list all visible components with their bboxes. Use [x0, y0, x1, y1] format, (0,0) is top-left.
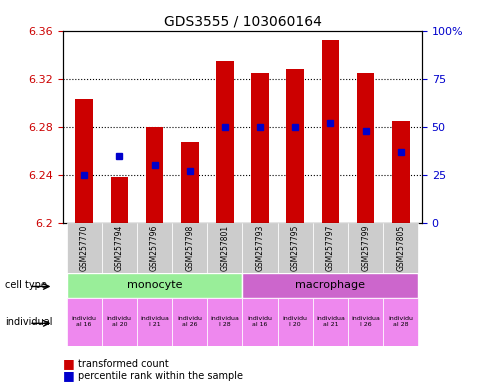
- Bar: [216, 61, 233, 223]
- FancyBboxPatch shape: [348, 223, 382, 273]
- FancyBboxPatch shape: [102, 223, 136, 273]
- Bar: [145, 127, 163, 223]
- FancyBboxPatch shape: [207, 223, 242, 273]
- FancyBboxPatch shape: [66, 298, 102, 346]
- Text: cell type: cell type: [5, 280, 46, 290]
- FancyBboxPatch shape: [66, 223, 102, 273]
- Text: GSM257797: GSM257797: [325, 225, 334, 271]
- FancyBboxPatch shape: [172, 298, 207, 346]
- Text: individua
al 21: individua al 21: [316, 316, 344, 327]
- Text: GSM257798: GSM257798: [185, 225, 194, 271]
- Text: macrophage: macrophage: [295, 280, 365, 290]
- Text: ■: ■: [63, 369, 75, 382]
- Text: GSM257794: GSM257794: [115, 225, 123, 271]
- Text: GSM257770: GSM257770: [79, 225, 89, 271]
- Text: GSM257801: GSM257801: [220, 225, 229, 271]
- FancyBboxPatch shape: [382, 298, 418, 346]
- Text: individu
al 16: individu al 16: [247, 316, 272, 327]
- FancyBboxPatch shape: [172, 223, 207, 273]
- FancyBboxPatch shape: [312, 223, 348, 273]
- FancyBboxPatch shape: [348, 298, 382, 346]
- FancyBboxPatch shape: [382, 223, 418, 273]
- FancyBboxPatch shape: [242, 223, 277, 273]
- Text: individua
l 21: individua l 21: [140, 316, 168, 327]
- Bar: [286, 69, 303, 223]
- Title: GDS3555 / 103060164: GDS3555 / 103060164: [163, 14, 321, 28]
- FancyBboxPatch shape: [277, 298, 312, 346]
- Text: GSM257796: GSM257796: [150, 225, 159, 271]
- Bar: [321, 40, 339, 223]
- Text: GSM257799: GSM257799: [361, 225, 369, 271]
- FancyBboxPatch shape: [242, 273, 418, 298]
- Text: individu
l 20: individu l 20: [282, 316, 307, 327]
- Text: ■: ■: [63, 358, 75, 371]
- Text: individu
al 20: individu al 20: [106, 316, 132, 327]
- Text: individua
l 28: individua l 28: [210, 316, 239, 327]
- Text: individu
al 26: individu al 26: [177, 316, 202, 327]
- Text: individu
al 16: individu al 16: [72, 316, 96, 327]
- Text: GSM257793: GSM257793: [255, 225, 264, 271]
- Bar: [181, 142, 198, 223]
- FancyBboxPatch shape: [207, 298, 242, 346]
- Text: individu
al 28: individu al 28: [388, 316, 412, 327]
- Text: monocyte: monocyte: [126, 280, 182, 290]
- FancyBboxPatch shape: [312, 298, 348, 346]
- Text: percentile rank within the sample: percentile rank within the sample: [77, 371, 242, 381]
- FancyBboxPatch shape: [136, 223, 172, 273]
- FancyBboxPatch shape: [277, 223, 312, 273]
- FancyBboxPatch shape: [242, 298, 277, 346]
- Bar: [75, 99, 93, 223]
- FancyBboxPatch shape: [66, 273, 242, 298]
- Bar: [356, 73, 374, 223]
- Text: individual: individual: [5, 317, 52, 327]
- Text: GSM257795: GSM257795: [290, 225, 299, 271]
- Text: GSM257805: GSM257805: [395, 225, 405, 271]
- Bar: [251, 73, 268, 223]
- Text: transformed count: transformed count: [77, 359, 168, 369]
- Text: individua
l 26: individua l 26: [350, 316, 379, 327]
- Bar: [391, 121, 409, 223]
- FancyBboxPatch shape: [102, 298, 136, 346]
- FancyBboxPatch shape: [136, 298, 172, 346]
- Bar: [110, 177, 128, 223]
